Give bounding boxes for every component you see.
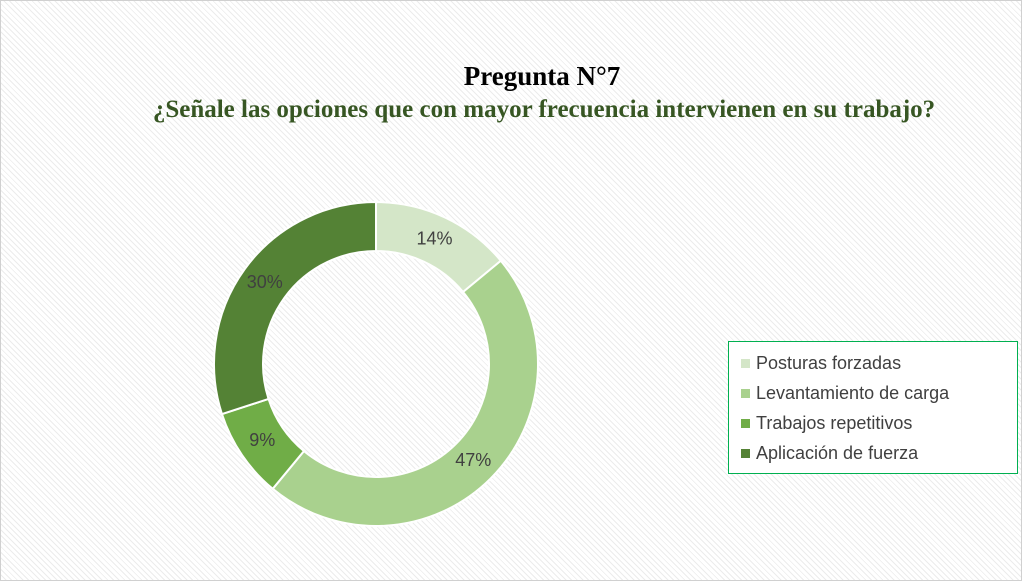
legend-label: Levantamiento de carga bbox=[756, 383, 950, 403]
legend-swatch bbox=[741, 389, 750, 398]
data-label: 47% bbox=[455, 450, 491, 470]
legend-item: Posturas forzadas bbox=[741, 348, 1017, 378]
chart-title: Pregunta N°7 bbox=[463, 61, 621, 91]
legend-label: Posturas forzadas bbox=[756, 353, 902, 373]
legend-label: Aplicación de fuerza bbox=[756, 443, 919, 463]
data-label: 9% bbox=[249, 430, 275, 450]
legend-swatch bbox=[741, 449, 750, 458]
legend-swatch bbox=[741, 359, 750, 368]
chart-subtitle: ¿Señale las opciones que con mayor frecu… bbox=[152, 96, 936, 123]
legend-swatch bbox=[741, 419, 750, 428]
legend: Posturas forzadas Levantamiento de carga T… bbox=[728, 341, 1018, 474]
data-label: 14% bbox=[417, 228, 453, 248]
data-label: 30% bbox=[247, 272, 283, 292]
legend-item: Aplicación de fuerza bbox=[741, 438, 1017, 468]
legend-item: Trabajos repetitivos bbox=[741, 408, 1017, 438]
donut-slice bbox=[271, 259, 539, 527]
donut-slice bbox=[213, 200, 377, 416]
legend-item: Levantamiento de carga bbox=[741, 378, 1017, 408]
legend-label: Trabajos repetitivos bbox=[756, 413, 913, 433]
